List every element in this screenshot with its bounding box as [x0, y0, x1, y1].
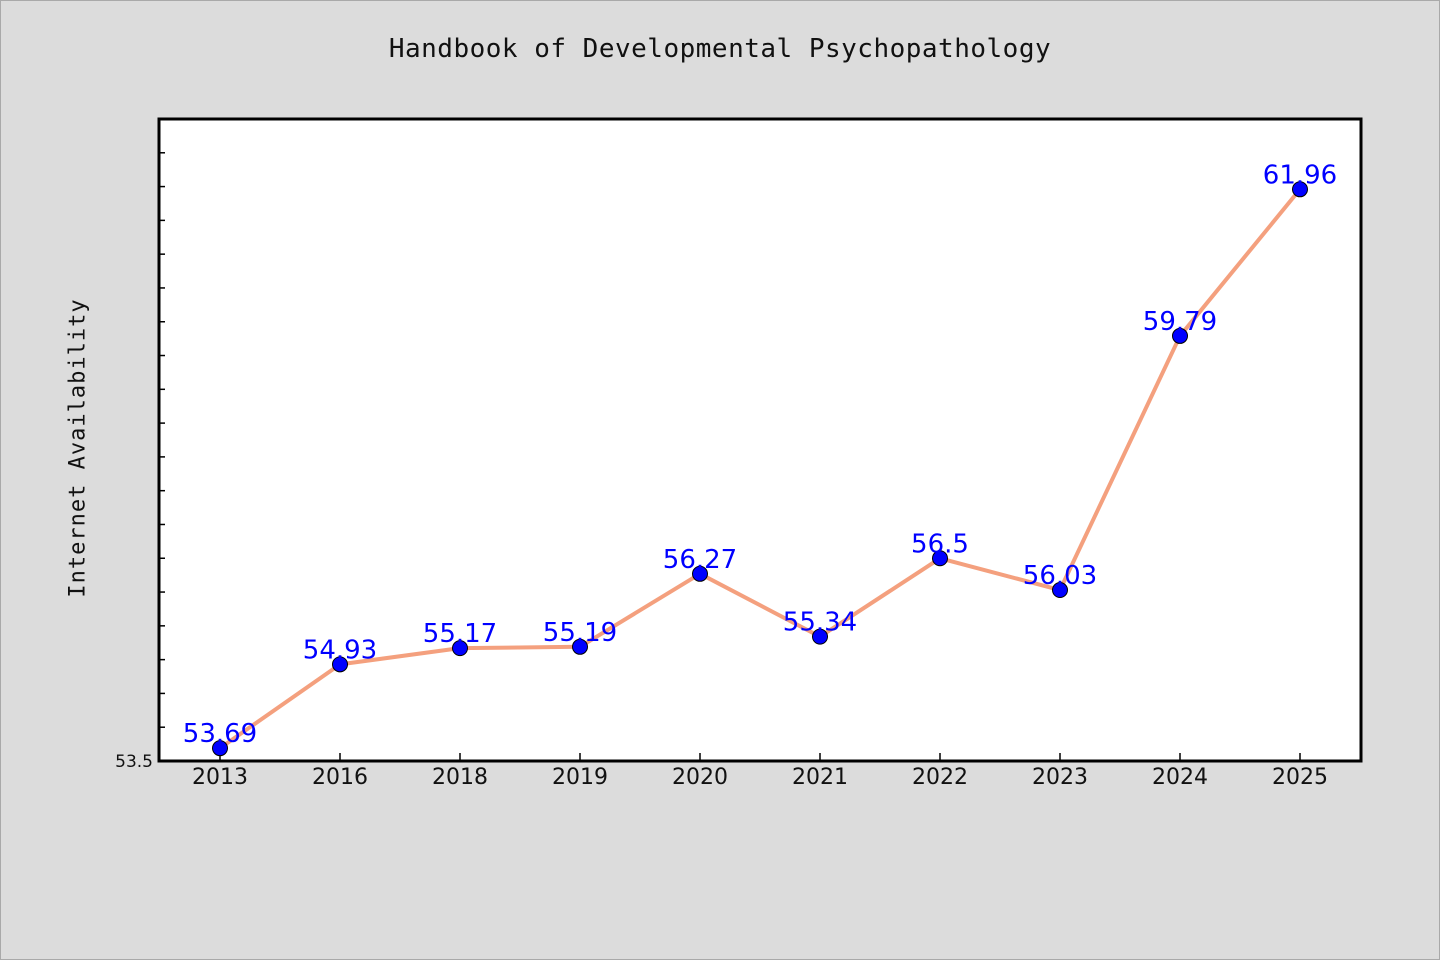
data-label: 55.34: [783, 608, 857, 638]
data-point: [1292, 181, 1308, 198]
data-labels: 53.69 54.93 55.17 55.19 56.27 55.34 56.5 56.03 5…: [183, 160, 1337, 749]
chart-title: Handbook of Developmental Psychopatholog…: [388, 34, 1052, 64]
data-label: 61.96: [1263, 160, 1337, 190]
x-tick-label: 2020: [672, 765, 728, 790]
data-point: [932, 550, 948, 567]
plot-area: [157, 117, 1363, 763]
data-label: 55.17: [423, 619, 497, 649]
y-tick-label: 53.5: [115, 752, 153, 772]
data-point: [692, 565, 708, 582]
x-tick-label: 2024: [1152, 765, 1208, 790]
x-tick-label: 2016: [312, 765, 368, 790]
data-label: 56.27: [663, 545, 737, 575]
series-line: [218, 187, 1302, 751]
x-tick-label: 2019: [552, 765, 608, 790]
data-point: [572, 638, 588, 655]
data-point: [1172, 327, 1188, 344]
data-label: 53.69: [183, 719, 257, 749]
data-label: 59.79: [1143, 307, 1217, 337]
x-tick-label: 2013: [192, 765, 248, 790]
y-axis-ticks: 53.5: [115, 118, 165, 772]
data-point: [1052, 582, 1068, 599]
data-label: 56.03: [1023, 561, 1097, 591]
data-markers: [212, 181, 1308, 757]
x-tick-label: 2023: [1032, 765, 1088, 790]
data-label: 55.19: [543, 618, 617, 648]
data-label: 54.93: [303, 635, 377, 665]
x-tick-label: 2025: [1272, 765, 1328, 790]
data-point: [812, 628, 828, 645]
data-point: [332, 656, 348, 673]
data-label: 56.5: [911, 529, 969, 559]
x-tick-label: 2021: [792, 765, 848, 790]
data-point: [452, 640, 468, 657]
x-tick-label: 2018: [432, 765, 488, 790]
data-point: [212, 740, 228, 757]
x-tick-label: 2022: [912, 765, 968, 790]
x-axis-ticks: 2013 2016 2018 2019 2020 2021 2022 2023 2024 2025: [192, 753, 1328, 790]
